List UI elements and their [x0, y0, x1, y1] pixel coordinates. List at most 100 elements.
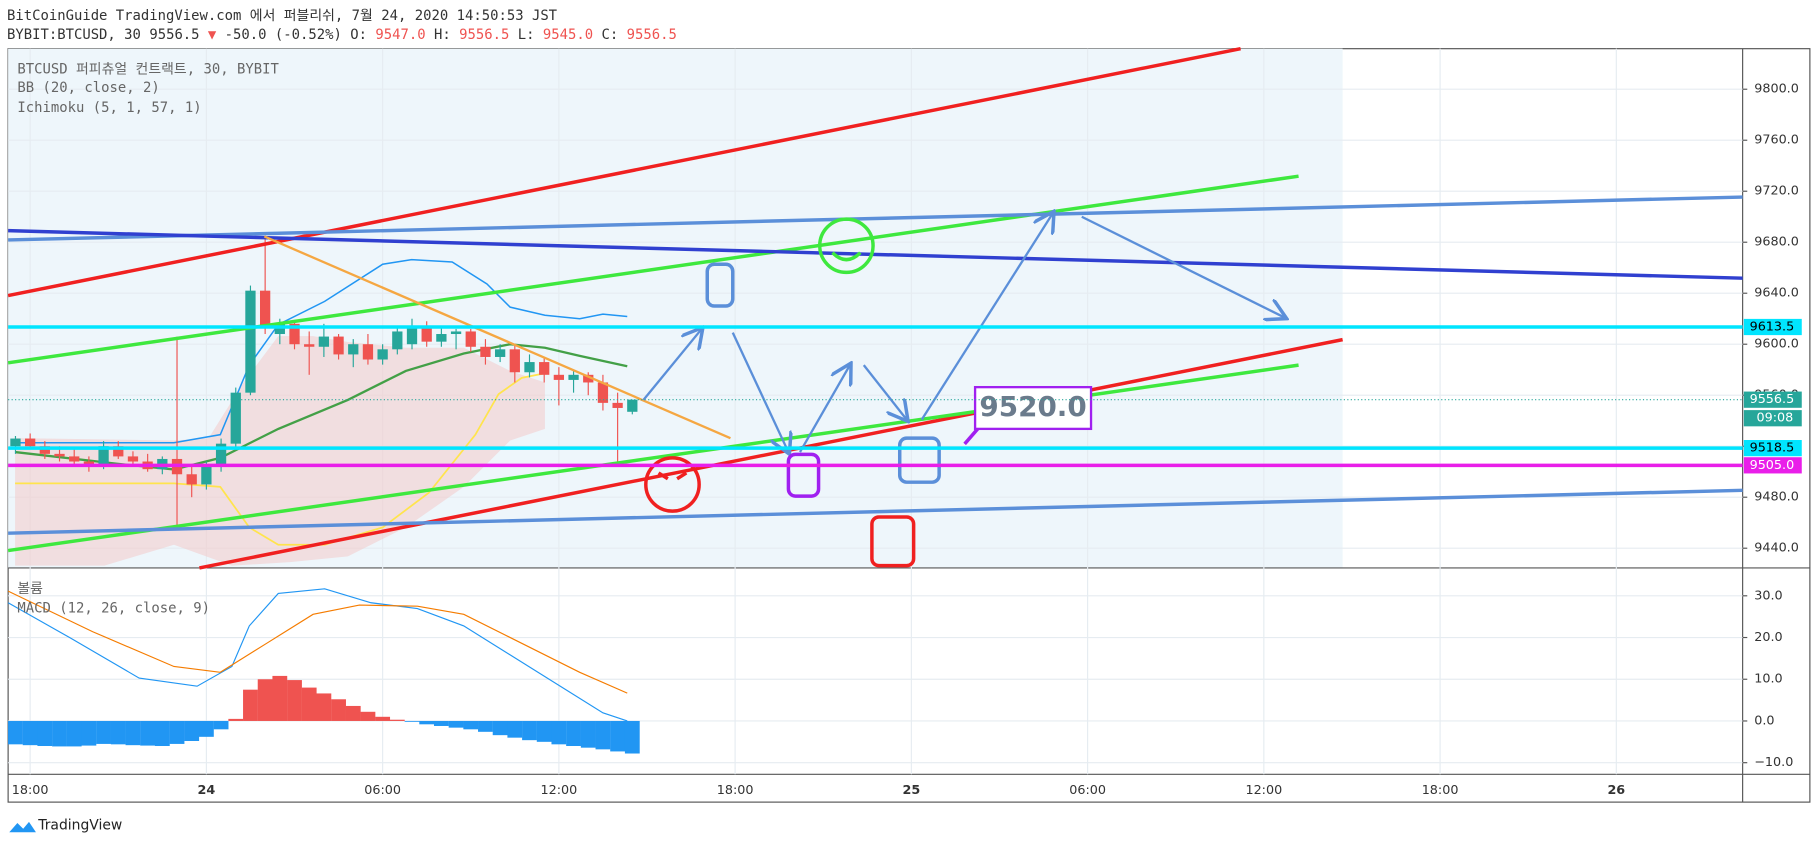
candle-body: [362, 344, 374, 360]
candle-body: [127, 456, 139, 462]
macd-bar: [433, 720, 449, 726]
ichimoku-cloud: [15, 336, 545, 566]
macd-bar: [610, 720, 626, 752]
header-value: 9556.5: [627, 27, 677, 43]
macd-bar: [580, 720, 596, 748]
arrow: [799, 365, 850, 453]
y-tick-label: 9480.0: [1754, 490, 1799, 505]
candle-body: [215, 443, 227, 467]
candle-body: [494, 349, 506, 357]
candle-body: [553, 374, 565, 380]
legend-item: BB (20, close, 2): [17, 80, 159, 96]
macd-bar: [66, 720, 82, 747]
pane-title: 볼륨: [17, 581, 43, 597]
candle-body: [627, 399, 638, 412]
y-tick-label: 9720.0: [1754, 184, 1799, 199]
macd-bar: [404, 720, 420, 722]
x-tick-label: 12:00: [1245, 783, 1282, 798]
candle-body: [524, 362, 535, 373]
callout: [973, 385, 1093, 431]
arrow: [731, 332, 789, 452]
y-tick-label: 10.0: [1754, 672, 1782, 687]
candle-body: [230, 392, 241, 444]
hand-icon: [897, 436, 941, 484]
macd-bar: [213, 720, 229, 730]
macd-bar: [228, 718, 244, 721]
candle-body: [201, 466, 212, 485]
candle-body: [333, 336, 344, 355]
macd-bar: [419, 720, 435, 725]
macd-bar: [316, 693, 332, 721]
header-value: 9556.5: [459, 27, 509, 43]
macd-bar: [22, 720, 38, 746]
macd-bar: [154, 720, 170, 747]
header-field: -50.0 (-0.52%): [225, 27, 342, 43]
drawings: [7, 46, 1743, 570]
macd-bar: [345, 705, 361, 721]
hand-icon: [705, 262, 735, 308]
header-field: BYBIT:BTCUSD, 30: [7, 27, 141, 43]
candle-body: [406, 326, 418, 345]
macd-bar: [257, 679, 273, 721]
footer: TradingView: [37, 817, 122, 833]
logo: [9, 821, 36, 833]
x-tick-label: 26: [1607, 783, 1625, 798]
candle-body: [304, 344, 315, 347]
countdown-badge: [1743, 410, 1802, 427]
trend-line: [263, 235, 731, 440]
header-field: H:: [434, 27, 451, 43]
x-tick-label: 12:00: [540, 783, 577, 798]
macd-bar: [301, 687, 317, 721]
macd-bar: [37, 720, 53, 747]
candle-body: [377, 349, 388, 360]
header-field: 9556.5: [149, 27, 199, 43]
arrow: [1081, 215, 1285, 318]
price-badge-label: 9518.5: [1750, 441, 1795, 456]
candle-body: [392, 331, 403, 350]
y-tick-label: 9760.0: [1754, 133, 1799, 148]
price-badge: [1743, 440, 1802, 457]
y-tick-label: 9600.0: [1754, 337, 1799, 352]
trend-line: [8, 488, 1743, 535]
candle-body: [245, 290, 256, 393]
macd-bar: [96, 720, 111, 744]
macd-bar: [198, 720, 214, 737]
macd-bar: [360, 711, 376, 721]
macd-bar: [595, 720, 611, 750]
candle-body: [259, 290, 271, 327]
macd-bar: [463, 720, 479, 730]
candle-body: [612, 402, 623, 408]
price-badge: [1743, 318, 1802, 336]
candle-body: [318, 336, 330, 347]
x-tick-label: 24: [198, 783, 216, 798]
candle-body: [436, 334, 447, 342]
header-field: ▼: [208, 27, 217, 43]
macd-bar: [140, 720, 156, 746]
y-tick-label: 9800.0: [1754, 82, 1799, 97]
candle-body: [54, 453, 65, 457]
y-tick-label: −10.0: [1754, 755, 1793, 770]
header-field: O:: [350, 27, 367, 43]
macd-bar: [8, 720, 23, 745]
countdown: 09:08: [1757, 411, 1794, 426]
candle-body: [113, 446, 124, 457]
macd-bar: [566, 720, 581, 747]
price-badge-label: 9505.0: [1750, 458, 1795, 473]
series: [8, 237, 640, 754]
sad-face: [657, 471, 688, 481]
price-badge: [1743, 457, 1802, 474]
candle-body: [98, 446, 109, 467]
macd-bar: [125, 720, 141, 746]
candle-body: [39, 446, 50, 454]
y-tick-label: 0.0: [1754, 713, 1774, 728]
y-tick-label: 9640.0: [1754, 286, 1799, 301]
sad-face: [644, 456, 701, 513]
header-value: 9545.0: [543, 27, 593, 43]
y-tick-label: 9440.0: [1754, 541, 1799, 556]
macd-bar: [81, 720, 97, 746]
candle-body: [450, 331, 462, 335]
price-badge-label: 9556.5: [1750, 392, 1795, 407]
macd-bar: [243, 689, 258, 721]
price-badge: [1743, 391, 1802, 408]
